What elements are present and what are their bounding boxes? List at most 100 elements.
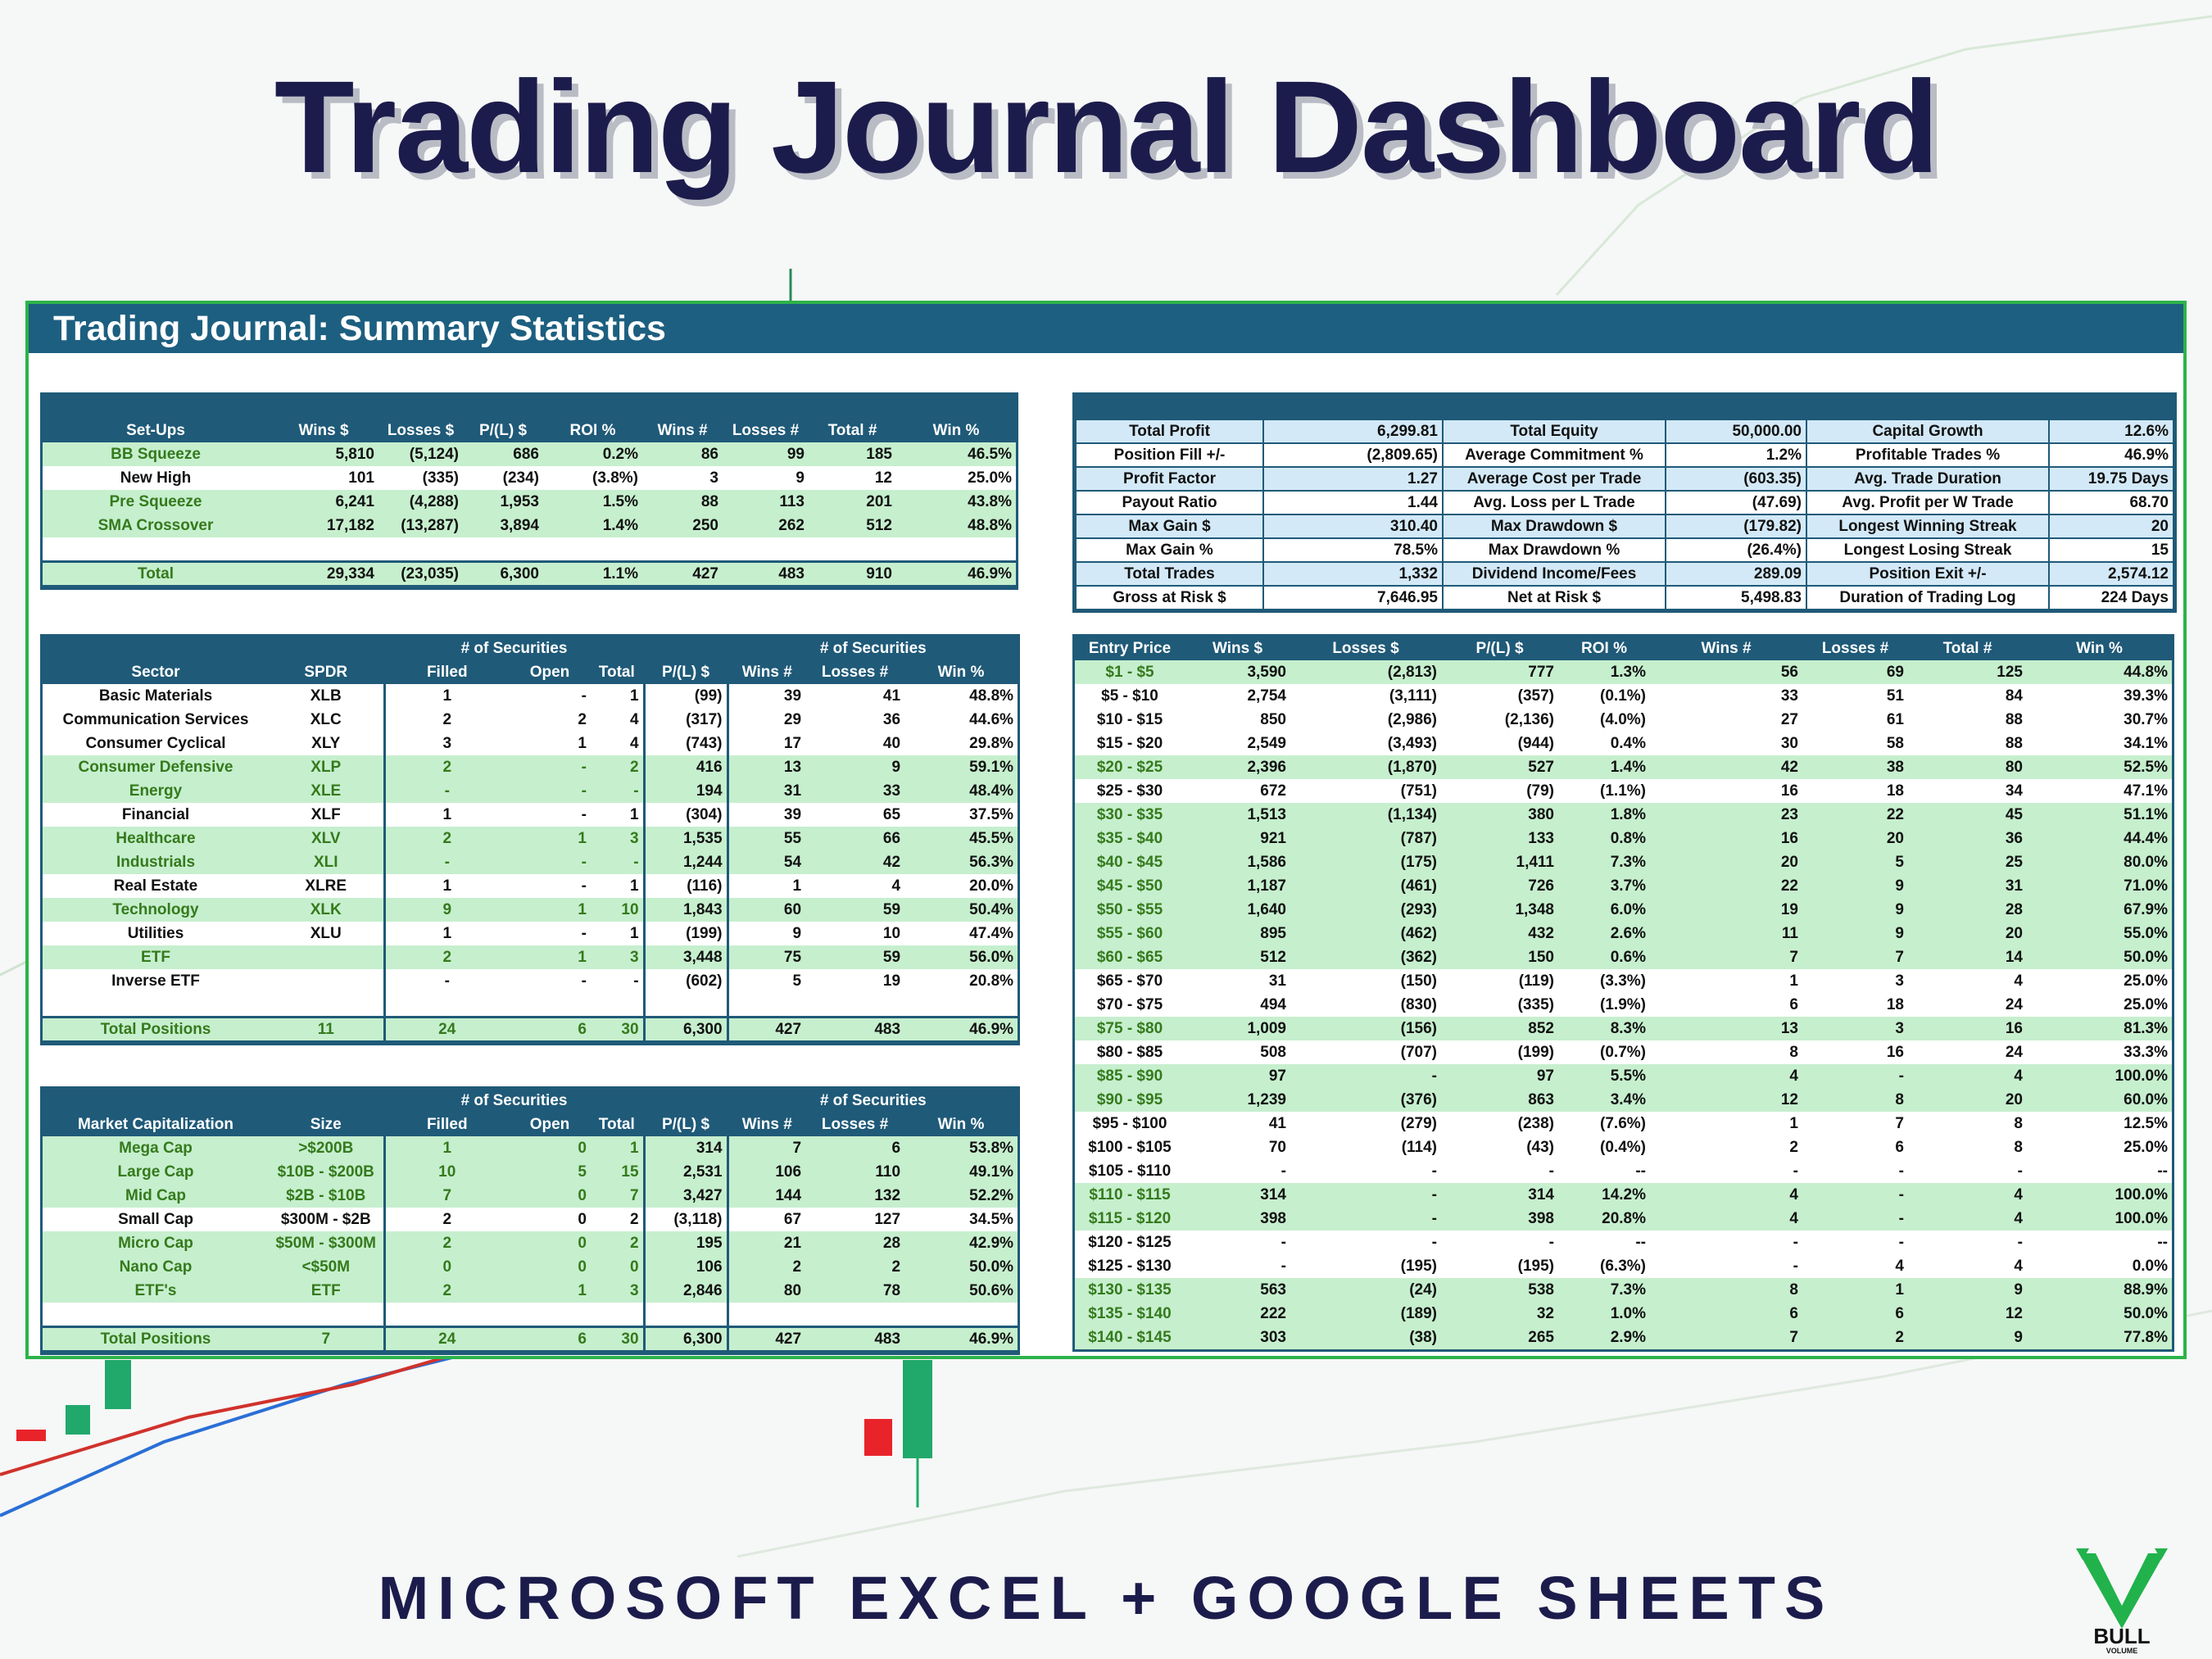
cell: Consumer Cyclical <box>85 735 226 752</box>
cell: 0.8% <box>1558 827 1650 850</box>
column-header: Wins # <box>728 660 806 684</box>
cell: Profit Factor <box>1075 466 1264 492</box>
cell: 30 <box>591 1015 646 1043</box>
cell: 25.0% <box>2124 996 2168 1013</box>
data-row: Total Profit 6,299.81 Total Equity 50,000.0… <box>1075 419 2174 444</box>
cell: (603.35) <box>1665 466 1807 492</box>
column-header: Win % <box>904 1113 1018 1136</box>
cell: 44.6% <box>969 711 1014 728</box>
cell: 672 <box>1260 782 1286 800</box>
cell: 1 <box>442 806 452 823</box>
cell: - <box>1898 1163 1904 1180</box>
cell: - <box>581 972 587 990</box>
data-table: # of Securities # of Securities Sector SPDR… <box>39 634 1021 1045</box>
cell: 15 <box>2048 537 2174 563</box>
cell: 1.4% <box>543 514 642 537</box>
cell: 2,574.12 <box>2048 561 2174 587</box>
column-header: Open <box>509 660 591 684</box>
cell: 2,754 <box>1247 687 1286 705</box>
cell: 12 <box>874 469 892 487</box>
cell: (24) <box>1290 1278 1441 1302</box>
cell: (1,870) <box>1290 755 1441 779</box>
column-header: Total # <box>1908 637 2027 660</box>
cell: $80 - $85 <box>1096 1044 1163 1061</box>
column-header: P/(L) $ <box>1441 637 1558 660</box>
cell: $115 - $120 <box>1075 1207 1185 1231</box>
cell: 398 <box>1441 1207 1558 1231</box>
cell: Small Cap <box>118 1211 193 1228</box>
cell: $85 - $90 <box>1075 1064 1185 1088</box>
cell: (7.6%) <box>1600 1115 1646 1132</box>
cell: 25.0% <box>968 469 1013 487</box>
cell: 11 <box>1650 922 1802 945</box>
cell: 3.7% <box>1558 874 1650 898</box>
cell: (195) <box>1400 1258 1437 1275</box>
cell: 60 <box>728 898 806 922</box>
cell: 80.0% <box>2027 850 2172 874</box>
cell: - <box>581 687 587 705</box>
cell: Utilities <box>127 925 184 942</box>
cell: Healthcare <box>43 827 269 850</box>
cell: 11 <box>269 1015 386 1043</box>
cell: Max Gain $ <box>1075 514 1264 539</box>
data-row: $20 - $25 2,396 (1,870) 527 1.4% 42 38 80 52.5% <box>1075 755 2172 779</box>
data-row: Pre Squeeze 6,241 (4,288) 1,953 1.5% 88 113 201… <box>43 490 1017 514</box>
cell: $90 - $95 <box>1075 1088 1185 1112</box>
cell: XLI <box>269 850 386 874</box>
cell: Micro Cap <box>43 1231 269 1255</box>
cell: - <box>1793 1163 1798 1180</box>
header-band-cell <box>43 395 1017 419</box>
cell: 10 <box>384 1160 509 1184</box>
cell: 33 <box>1780 687 1798 705</box>
cell: $1 - $5 <box>1075 660 1185 684</box>
cell: 1,332 <box>1262 561 1444 587</box>
cell: - <box>1548 1163 1554 1180</box>
cell: (2,986) <box>1387 711 1437 728</box>
cell: 7 <box>384 1184 509 1208</box>
table-entry-price: Entry Price Wins $ Losses $ P/(L) $ ROI % Win… <box>1072 634 2174 1352</box>
cell: (43) <box>1526 1139 1554 1156</box>
cell: (2,813) <box>1290 660 1441 684</box>
cell: 86 <box>642 442 723 466</box>
cell: 1,953 <box>463 490 543 514</box>
cell: 2 <box>384 945 509 969</box>
cell: (362) <box>1290 945 1441 969</box>
cell: 68.70 <box>2048 490 2174 515</box>
cell: 9 <box>1908 1326 2027 1349</box>
table-setups: Set-Ups Wins $ Losses $ P/(L) $ ROI % Wins # L… <box>39 392 1019 590</box>
data-row: $120 - $125- - - -- - - - -- <box>1075 1231 2172 1254</box>
cell: 3 <box>1895 972 1904 990</box>
cell: 30 <box>591 1325 646 1353</box>
data-row: Nano Cap <$50M 0 0 0 106 2 2 50.0% <box>43 1255 1018 1279</box>
cell: (99) <box>644 684 729 708</box>
cell: $10 - $15 <box>1096 711 1163 728</box>
data-row: Real Estate XLRE 1-1 (116) 1 4 20.0% <box>43 874 1018 898</box>
cell: 3.4% <box>1558 1088 1650 1112</box>
group-header: # of Securities <box>384 1089 646 1113</box>
cell: 5 <box>1802 850 1908 874</box>
cell: 7 <box>1650 945 1802 969</box>
cell: 42.9% <box>904 1231 1018 1255</box>
cell: 59 <box>805 945 905 969</box>
cell: >$200B <box>269 1136 386 1160</box>
cell: 133 <box>1441 827 1558 850</box>
cell: 17 <box>783 735 802 752</box>
cell: 28 <box>1908 898 2027 922</box>
cell: 7 <box>1895 1115 1904 1132</box>
cell: 45.5% <box>904 827 1018 850</box>
cell: 55.0% <box>2027 922 2172 945</box>
cell: 99 <box>723 442 809 466</box>
cell: 2 <box>591 1231 646 1255</box>
cell: - <box>1802 1064 1908 1088</box>
cell: 24 <box>2005 1044 2023 1061</box>
cell: 1.44 <box>1262 490 1444 515</box>
cell: 527 <box>1441 755 1558 779</box>
column-header: Market Capitalization <box>43 1113 269 1136</box>
cell: 34.5% <box>969 1211 1014 1228</box>
cell: 77.8% <box>2027 1326 2172 1349</box>
cell: 20.8% <box>969 972 1014 990</box>
cell: 262 <box>723 514 809 537</box>
cell: (0.7%) <box>1600 1044 1646 1061</box>
cell: 508 <box>1260 1044 1286 1061</box>
